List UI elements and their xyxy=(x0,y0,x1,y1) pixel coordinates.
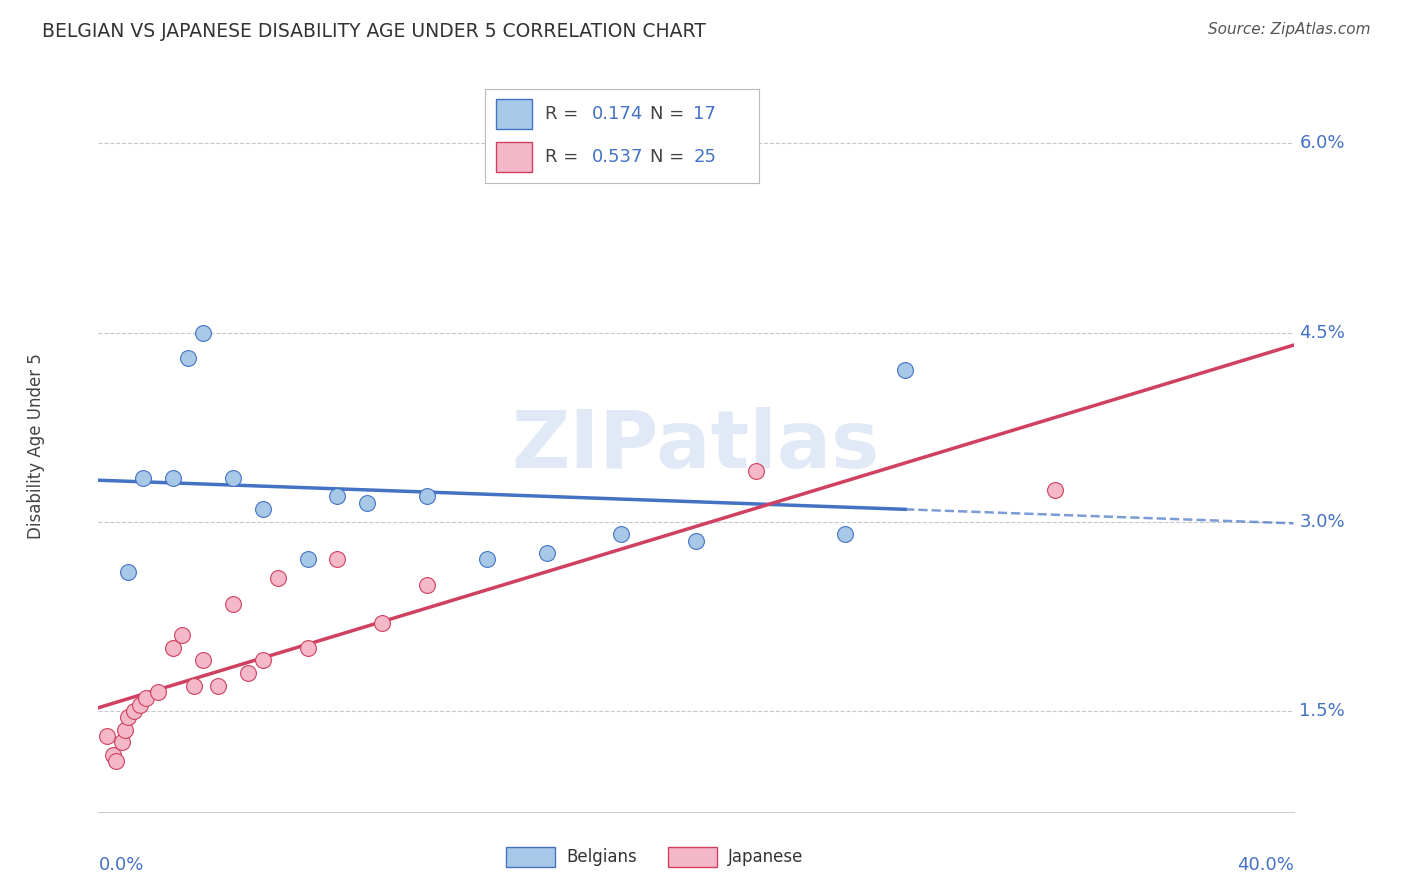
Text: 0.0%: 0.0% xyxy=(98,855,143,873)
Text: Japanese: Japanese xyxy=(728,848,804,866)
Point xyxy=(297,640,319,655)
Point xyxy=(148,685,170,699)
Point xyxy=(416,578,439,592)
Point xyxy=(124,704,146,718)
Text: ZIPatlas: ZIPatlas xyxy=(512,407,880,485)
Point xyxy=(745,464,768,478)
Point xyxy=(536,546,558,560)
Point xyxy=(610,527,633,541)
Point xyxy=(162,470,184,484)
Text: 25: 25 xyxy=(693,148,717,166)
Point xyxy=(297,552,319,566)
Point xyxy=(117,565,139,579)
Bar xyxy=(496,98,531,128)
Point xyxy=(252,653,274,667)
Point xyxy=(252,502,274,516)
Point xyxy=(191,653,214,667)
Point xyxy=(191,326,214,340)
Text: 0.537: 0.537 xyxy=(592,148,644,166)
Point xyxy=(105,754,128,768)
Point xyxy=(475,552,498,566)
Text: N =: N = xyxy=(650,104,689,122)
Text: N =: N = xyxy=(650,148,689,166)
Point xyxy=(207,679,229,693)
Point xyxy=(172,628,194,642)
Point xyxy=(356,496,378,510)
Text: Source: ZipAtlas.com: Source: ZipAtlas.com xyxy=(1208,22,1371,37)
Point xyxy=(114,723,136,737)
Point xyxy=(135,691,157,706)
Point xyxy=(177,351,200,365)
Point xyxy=(267,571,290,585)
Point xyxy=(685,533,707,548)
Point xyxy=(162,640,184,655)
Text: Disability Age Under 5: Disability Age Under 5 xyxy=(27,353,45,539)
Text: 17: 17 xyxy=(693,104,716,122)
Point xyxy=(236,665,259,680)
Text: R =: R = xyxy=(546,104,585,122)
Point xyxy=(96,729,118,743)
Text: R =: R = xyxy=(546,148,585,166)
Text: BELGIAN VS JAPANESE DISABILITY AGE UNDER 5 CORRELATION CHART: BELGIAN VS JAPANESE DISABILITY AGE UNDER… xyxy=(42,22,706,41)
Point xyxy=(129,698,152,712)
Point xyxy=(416,490,439,504)
Point xyxy=(222,597,245,611)
Point xyxy=(117,710,139,724)
Text: 4.5%: 4.5% xyxy=(1299,324,1346,342)
Bar xyxy=(496,142,531,171)
Point xyxy=(371,615,394,630)
Text: 3.0%: 3.0% xyxy=(1299,513,1346,531)
Point xyxy=(222,470,245,484)
Text: 1.5%: 1.5% xyxy=(1299,702,1346,720)
Text: Belgians: Belgians xyxy=(567,848,637,866)
Text: 0.174: 0.174 xyxy=(592,104,644,122)
Point xyxy=(103,747,125,762)
Point xyxy=(111,735,134,749)
Text: 6.0%: 6.0% xyxy=(1299,135,1346,153)
Point xyxy=(894,363,917,377)
Point xyxy=(326,552,349,566)
Point xyxy=(132,470,155,484)
Point xyxy=(1043,483,1066,497)
Point xyxy=(326,490,349,504)
Point xyxy=(183,679,205,693)
Text: 40.0%: 40.0% xyxy=(1237,855,1294,873)
Point xyxy=(834,527,856,541)
